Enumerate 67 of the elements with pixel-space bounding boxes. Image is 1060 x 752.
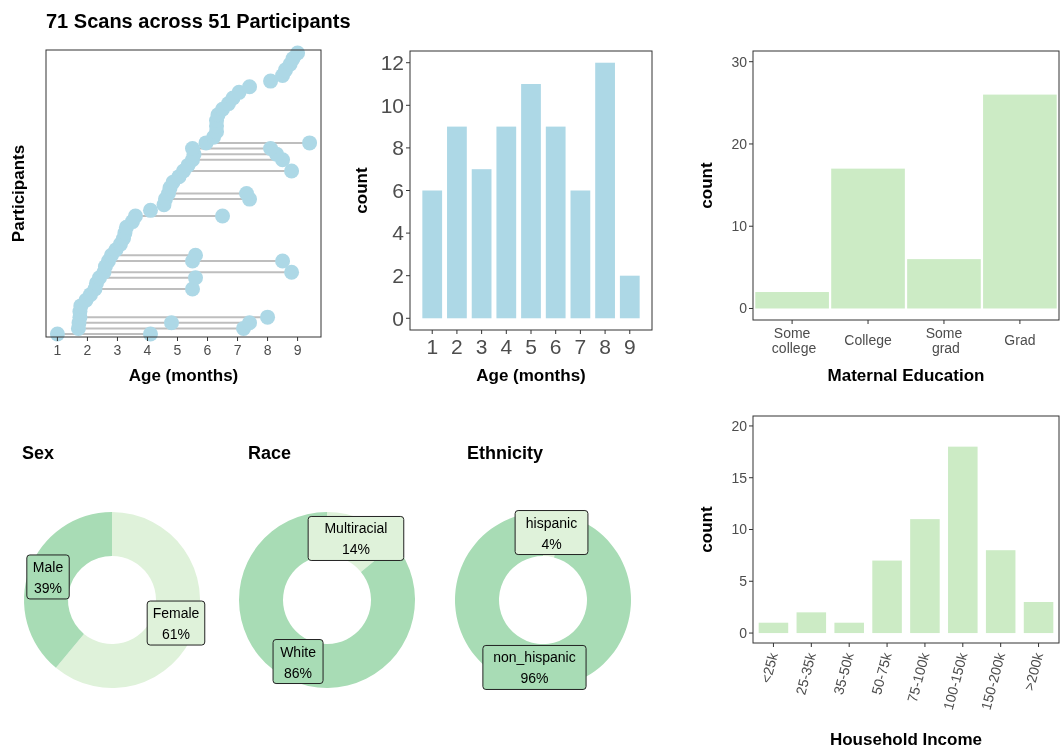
- chart-title: Sex: [22, 443, 55, 463]
- data-label: 96%: [520, 670, 549, 687]
- x-tick-label: 2: [451, 334, 463, 358]
- y-tick-label: 8: [392, 136, 404, 160]
- x-tick-label: <25k: [757, 649, 782, 685]
- slice-label: hispanic: [525, 514, 578, 531]
- data-label: 4%: [541, 535, 562, 552]
- x-tick-label: Some college: [767, 324, 817, 356]
- y-tick-label: 4: [392, 221, 405, 245]
- x-tick-label: >200k: [1020, 649, 1047, 693]
- y-tick-label: 30: [731, 53, 748, 70]
- y-axis-title: Participants: [9, 144, 28, 243]
- y-tick-label: 10: [380, 93, 404, 117]
- x-tick-label: 6: [203, 341, 212, 358]
- x-tick-label: 9: [623, 334, 636, 358]
- x-tick-label: 4: [500, 334, 513, 358]
- x-tick-label: 1: [53, 341, 62, 358]
- x-axis-title: Maternal Education: [827, 366, 985, 385]
- x-tick-label: 150-200k: [977, 649, 1009, 712]
- x-tick-label: 9: [293, 341, 302, 358]
- x-tick-label: 4: [143, 341, 152, 358]
- x-tick-label: 35-50k: [830, 649, 858, 697]
- slice-label: White: [280, 643, 317, 660]
- x-tick-label: 2: [83, 341, 92, 358]
- x-tick-label: 8: [599, 334, 611, 358]
- x-axis-title: Age (months): [476, 366, 586, 385]
- chart-title: Race: [248, 443, 292, 463]
- x-tick-label: 3: [475, 334, 488, 358]
- x-tick-label: 50-75k: [868, 649, 895, 697]
- y-tick-label: 6: [392, 178, 404, 202]
- y-axis-title: count: [697, 506, 716, 553]
- y-tick-label: 10: [731, 521, 748, 538]
- y-tick-label: 0: [739, 624, 748, 641]
- y-tick-label: 0: [392, 306, 404, 330]
- data-label: 61%: [161, 626, 190, 643]
- x-axis-title: Household Income: [829, 730, 983, 749]
- y-axis-title: count: [352, 167, 371, 214]
- x-tick-label: 25-35k: [792, 649, 820, 697]
- x-tick-label: 7: [233, 341, 242, 358]
- y-axis-title: count: [697, 162, 716, 209]
- chart-title: Ethnicity: [467, 443, 544, 463]
- y-tick-label: 5: [739, 573, 748, 590]
- data-label: 86%: [284, 664, 313, 681]
- x-tick-label: 7: [574, 334, 587, 358]
- chart-title: 71 Scans across 51 Participants: [46, 10, 351, 32]
- x-tick-label: 5: [525, 334, 537, 358]
- x-tick-label: 75-100k: [904, 649, 933, 704]
- x-tick-label: Some grad: [925, 324, 963, 356]
- y-tick-label: 20: [731, 417, 748, 434]
- y-tick-label: 20: [731, 135, 748, 152]
- x-tick-label: College: [844, 332, 892, 349]
- y-tick-label: 2: [392, 264, 404, 288]
- slice-label: Female: [152, 605, 200, 622]
- data-label: 39%: [34, 579, 63, 596]
- x-tick-label: Grad: [1004, 332, 1036, 349]
- slice-label: non_hispanic: [493, 649, 576, 666]
- x-tick-label: 3: [113, 341, 122, 358]
- y-tick-label: 15: [731, 469, 748, 486]
- x-tick-label: 8: [263, 341, 272, 358]
- x-axis-title: Age (months): [128, 366, 239, 385]
- y-tick-label: 12: [380, 51, 404, 75]
- y-tick-label: 10: [731, 218, 748, 235]
- slice-label: Male: [32, 558, 64, 575]
- x-tick-label: 1: [426, 334, 439, 358]
- x-tick-label: 5: [173, 341, 182, 358]
- x-tick-label: 6: [549, 334, 562, 358]
- y-tick-label: 0: [739, 300, 748, 317]
